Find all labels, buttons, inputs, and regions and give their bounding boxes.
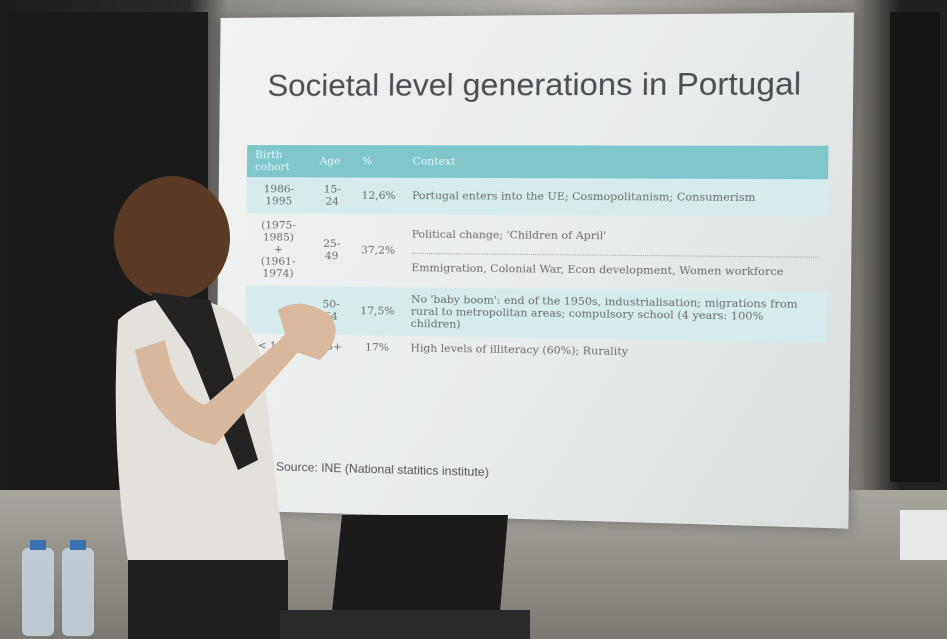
laptop: [332, 515, 508, 612]
water-bottle: [62, 548, 94, 636]
projector: [900, 510, 947, 560]
bottle-cap: [70, 540, 86, 550]
table: [280, 610, 530, 639]
scene-overlay: [0, 0, 947, 639]
bottle-cap: [30, 540, 46, 550]
trousers: [128, 560, 288, 639]
hair: [114, 176, 230, 300]
photo: Societal level generations in Portugal B…: [0, 0, 947, 639]
water-bottle: [22, 548, 54, 636]
